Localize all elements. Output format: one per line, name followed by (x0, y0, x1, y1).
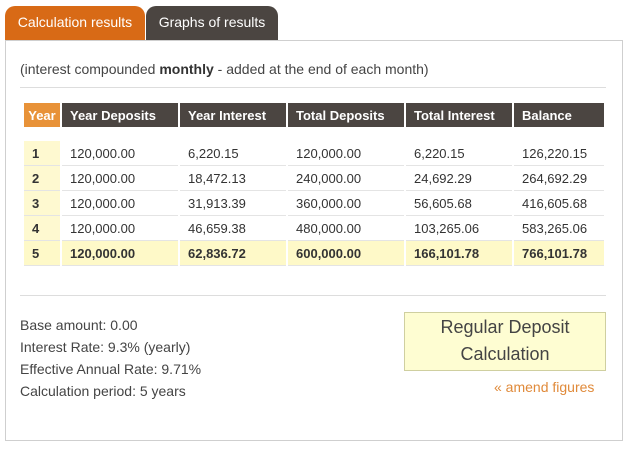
cell-total-interest: 103,265.06 (406, 216, 512, 241)
note-emphasis: monthly (159, 61, 214, 77)
cell-total-deposits: 360,000.00 (288, 191, 404, 216)
cell-total-deposits: 120,000.00 (288, 141, 404, 166)
cell-year-interest: 31,913.39 (180, 191, 286, 216)
cell-year: 5 (24, 241, 60, 266)
cell-total-deposits: 600,000.00 (288, 241, 404, 266)
calculation-type-box: Regular Deposit Calculation (404, 312, 606, 371)
cell-balance: 126,220.15 (514, 141, 604, 166)
results-table: Year Year Deposits Year Interest Total D… (22, 103, 606, 266)
table-row: 1 120,000.00 6,220.15 120,000.00 6,220.1… (24, 141, 604, 166)
cell-year: 1 (24, 141, 60, 166)
cell-year-interest: 6,220.15 (180, 141, 286, 166)
header-year-deposits: Year Deposits (62, 103, 178, 127)
divider (20, 87, 606, 88)
cell-year-interest: 62,836.72 (180, 241, 286, 266)
cell-year: 2 (24, 166, 60, 191)
cell-year-deposits: 120,000.00 (62, 241, 178, 266)
cell-balance: 766,101.78 (514, 241, 604, 266)
compounding-note: (interest compounded monthly - added at … (20, 61, 429, 77)
results-panel: (interest compounded monthly - added at … (5, 40, 623, 441)
table-row: 3 120,000.00 31,913.39 360,000.00 56,605… (24, 191, 604, 216)
header-balance: Balance (514, 103, 604, 127)
table-row: 4 120,000.00 46,659.38 480,000.00 103,26… (24, 216, 604, 241)
calculation-period: Calculation period: 5 years (20, 383, 186, 399)
table-total-row: 5 120,000.00 62,836.72 600,000.00 166,10… (24, 241, 604, 266)
cell-balance: 583,265.06 (514, 216, 604, 241)
cell-year-deposits: 120,000.00 (62, 191, 178, 216)
cell-year-interest: 46,659.38 (180, 216, 286, 241)
cell-year-deposits: 120,000.00 (62, 216, 178, 241)
tab-graphs-of-results[interactable]: Graphs of results (146, 6, 278, 41)
header-total-deposits: Total Deposits (288, 103, 404, 127)
cell-year: 4 (24, 216, 60, 241)
effective-rate: Effective Annual Rate: 9.71% (20, 361, 202, 377)
summary-block: Base amount: 0.00 Interest Rate: 9.3% (y… (20, 314, 201, 402)
cell-total-deposits: 480,000.00 (288, 216, 404, 241)
base-amount: Base amount: 0.00 (20, 317, 138, 333)
cell-total-deposits: 240,000.00 (288, 166, 404, 191)
cell-total-interest: 56,605.68 (406, 191, 512, 216)
cell-total-interest: 166,101.78 (406, 241, 512, 266)
cell-total-interest: 6,220.15 (406, 141, 512, 166)
cell-year: 3 (24, 191, 60, 216)
amend-figures-link[interactable]: « amend figures (494, 379, 595, 395)
note-prefix: (interest compounded (20, 61, 160, 77)
calc-box-line1: Regular Deposit (440, 317, 570, 337)
note-suffix: - added at the end of each month) (213, 61, 429, 77)
interest-rate: Interest Rate: 9.3% (yearly) (20, 339, 191, 355)
cell-balance: 416,605.68 (514, 191, 604, 216)
header-year-interest: Year Interest (180, 103, 286, 127)
cell-balance: 264,692.29 (514, 166, 604, 191)
cell-total-interest: 24,692.29 (406, 166, 512, 191)
cell-year-deposits: 120,000.00 (62, 141, 178, 166)
table-row: 2 120,000.00 18,472.13 240,000.00 24,692… (24, 166, 604, 191)
header-total-interest: Total Interest (406, 103, 512, 127)
tab-calculation-results[interactable]: Calculation results (5, 6, 145, 41)
header-year: Year (24, 103, 60, 127)
cell-year-deposits: 120,000.00 (62, 166, 178, 191)
divider (20, 295, 606, 296)
table-header-row: Year Year Deposits Year Interest Total D… (24, 103, 604, 127)
cell-year-interest: 18,472.13 (180, 166, 286, 191)
calc-box-line2: Calculation (460, 344, 550, 364)
